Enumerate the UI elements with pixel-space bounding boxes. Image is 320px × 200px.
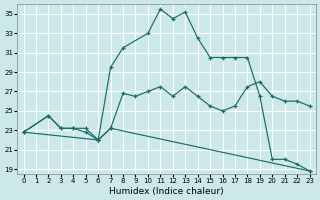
X-axis label: Humidex (Indice chaleur): Humidex (Indice chaleur)	[109, 187, 224, 196]
